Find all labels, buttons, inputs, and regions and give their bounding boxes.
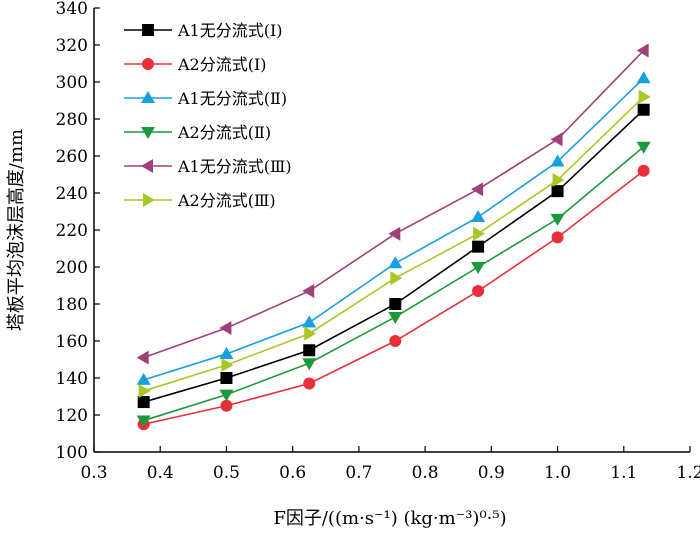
legend-marker	[143, 193, 155, 207]
data-point	[473, 226, 486, 241]
data-point	[138, 383, 151, 398]
legend-label: A2分流式(Ⅲ)	[177, 191, 276, 210]
data-point	[471, 182, 484, 197]
data-point	[136, 415, 151, 428]
series-5	[136, 43, 649, 365]
y-tick-label: 300	[56, 73, 88, 93]
data-point	[636, 141, 651, 154]
data-point	[220, 399, 233, 412]
y-tick-label: 240	[56, 184, 88, 204]
legend-item: A2分流式(Ⅰ)	[124, 55, 267, 74]
x-tick-label: 1.1	[610, 463, 637, 483]
y-tick-label: 140	[56, 369, 88, 389]
x-axis-title: F因子/((m·s⁻¹) (kg·m⁻³)⁰·⁵)	[273, 508, 506, 529]
data-point	[636, 43, 649, 58]
data-point	[550, 213, 565, 226]
data-point	[304, 326, 317, 341]
x-tick-label: 1.2	[676, 463, 700, 483]
x-tick-label: 0.6	[279, 463, 306, 483]
series-6	[138, 89, 651, 398]
series-1	[137, 103, 650, 409]
legend-marker	[141, 159, 153, 173]
legend-label: A2分流式(Ⅱ)	[177, 123, 271, 142]
data-point	[219, 321, 232, 336]
data-point	[550, 132, 563, 147]
data-point	[302, 358, 317, 371]
y-tick-label: 160	[56, 332, 88, 352]
data-point	[303, 344, 316, 357]
series-3	[136, 71, 651, 385]
data-point	[552, 173, 565, 188]
y-tick-label: 280	[56, 110, 88, 130]
y-tick-label: 260	[56, 147, 88, 167]
legend-marker	[141, 91, 155, 103]
data-point	[136, 350, 149, 365]
data-point	[390, 271, 403, 286]
data-point	[471, 262, 486, 274]
series-line	[143, 109, 645, 403]
series-4	[136, 141, 651, 428]
y-tick-label: 340	[56, 0, 88, 19]
data-point	[388, 311, 403, 324]
legend-label: A2分流式(Ⅰ)	[177, 55, 267, 74]
x-tick-label: 0.8	[412, 463, 439, 483]
legend-item: A2分流式(Ⅲ)	[124, 191, 276, 210]
data-point	[219, 389, 234, 402]
data-point	[550, 154, 565, 167]
y-tick-label: 100	[56, 443, 88, 463]
x-tick-label: 0.4	[147, 463, 174, 483]
data-point	[219, 346, 234, 359]
y-tick-label: 220	[56, 221, 88, 241]
legend-label: A1无分流式(Ⅲ)	[177, 157, 292, 176]
data-point	[302, 315, 317, 328]
x-tick-label: 0.3	[80, 463, 107, 483]
x-tick-label: 0.9	[478, 463, 505, 483]
y-axis-title: 塔板平均泡沫层高度/mm	[6, 129, 27, 331]
tick-labels: 100 120 140 160 180 200 220 240 260 280 300 320 340 0…	[56, 0, 700, 483]
y-tick-label: 320	[56, 36, 88, 56]
data-point	[637, 103, 650, 116]
legend-label: A1无分流式(Ⅱ)	[177, 89, 287, 108]
y-tick-label: 180	[56, 295, 88, 315]
axes	[93, 7, 691, 453]
data-point	[220, 372, 233, 384]
data-point	[638, 89, 651, 104]
data-point	[551, 231, 564, 244]
data-point	[472, 240, 485, 253]
data-point	[636, 71, 651, 84]
x-tick-label: 0.5	[213, 463, 240, 483]
data-point	[551, 185, 564, 198]
data-point	[472, 285, 485, 298]
data-point	[388, 256, 403, 269]
data-point	[471, 210, 486, 223]
data-point	[221, 358, 234, 373]
legend-item: A1无分流式(Ⅲ)	[124, 157, 292, 176]
data-point	[136, 372, 151, 385]
data-point	[388, 226, 401, 241]
legend-marker	[141, 127, 155, 139]
legend-marker	[142, 58, 154, 70]
data-point	[303, 377, 316, 390]
x-tick-label: 0.7	[345, 463, 372, 483]
data-point	[302, 284, 315, 299]
series-group	[136, 43, 651, 431]
legend: A1无分流式(Ⅰ) A2分流式(Ⅰ) A1无分流式(Ⅱ) A2分流式(Ⅱ) A1无分流式…	[124, 21, 292, 210]
data-point	[389, 335, 402, 347]
legend-item: A2分流式(Ⅱ)	[124, 123, 271, 142]
x-tick-label: 1.0	[544, 463, 571, 483]
data-point	[389, 298, 402, 310]
y-tick-label: 120	[56, 406, 88, 426]
legend-label: A1无分流式(Ⅰ)	[177, 21, 283, 40]
data-point	[137, 396, 150, 409]
legend-item: A1无分流式(Ⅰ)	[124, 21, 283, 40]
legend-marker	[142, 24, 154, 36]
y-tick-label: 200	[56, 258, 88, 278]
data-point	[637, 164, 650, 177]
legend-item: A1无分流式(Ⅱ)	[124, 89, 287, 108]
